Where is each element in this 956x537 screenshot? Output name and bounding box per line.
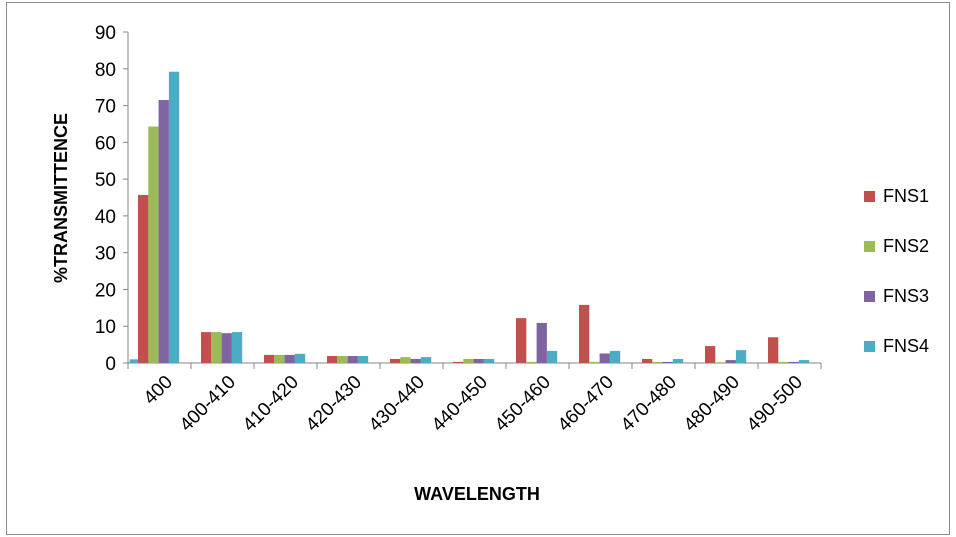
legend-label-fns3: FNS3 <box>883 286 929 306</box>
y-axis-title: %TRANSMITTENCE <box>51 113 71 283</box>
y-tick-label: 80 <box>95 60 116 81</box>
y-tick-label: 60 <box>95 133 116 154</box>
x-tick-label: 490-500 <box>743 372 807 436</box>
bar-fns3-4 <box>410 358 421 363</box>
bar-fns4-3 <box>357 356 369 363</box>
bar-fns2-4 <box>400 357 411 363</box>
bar-fns2-9 <box>715 362 726 363</box>
legend-label-fns4: FNS4 <box>883 336 929 356</box>
bar-fns4-0 <box>168 71 180 363</box>
bar-fns4-10 <box>798 360 810 363</box>
y-tick-label: 50 <box>95 170 116 191</box>
x-tick-label: 410-420 <box>239 372 303 436</box>
x-tick-label: 420-430 <box>302 372 366 436</box>
bar-fns1-3 <box>327 356 338 363</box>
x-tick-label: 400 <box>140 372 177 409</box>
bar-fns3-8 <box>662 361 673 363</box>
x-axis-title: WAVELENGTH <box>414 484 540 504</box>
legend-swatch-fns2 <box>864 241 875 252</box>
bar-extra-0 <box>129 359 139 363</box>
y-tick-label: 30 <box>95 244 116 265</box>
x-tick-label: 430-440 <box>365 372 429 436</box>
bar-fns1-4 <box>390 358 401 363</box>
y-tick-label: 90 <box>95 23 116 44</box>
bar-fns1-2 <box>264 354 275 363</box>
x-tick-label: 470-480 <box>617 372 681 436</box>
bar-fns2-1 <box>211 332 222 363</box>
bar-fns4-9 <box>735 350 747 363</box>
bar-fns1-7 <box>579 304 590 363</box>
y-tick-label: 10 <box>95 317 116 338</box>
bar-fns3-1 <box>221 333 232 363</box>
bar-fns3-5 <box>473 358 484 363</box>
bar-fns4-7 <box>609 350 621 363</box>
bar-fns4-5 <box>483 358 495 363</box>
bar-fns3-10 <box>788 361 799 363</box>
legend-swatch-fns3 <box>864 291 875 302</box>
x-tick-label: 480-490 <box>680 372 744 436</box>
bar-fns2-7 <box>589 361 600 363</box>
y-tick-label: 20 <box>95 280 116 301</box>
y-tick-label: 40 <box>95 207 116 228</box>
bar-fns4-1 <box>231 332 243 363</box>
bar-fns4-6 <box>546 350 558 363</box>
bar-fns1-9 <box>705 346 716 363</box>
bar-fns1-5 <box>453 361 464 363</box>
bar-fns1-6 <box>516 318 527 363</box>
y-tick-label: 0 <box>105 354 116 375</box>
x-tick-label: 450-460 <box>491 372 555 436</box>
bar-fns3-0 <box>158 100 169 364</box>
bar-fns2-8 <box>652 361 663 363</box>
bar-chart: 0 10 20 30 40 50 60 70 80 90 400400-410410-420420-… <box>51 23 929 504</box>
bar-fns1-1 <box>201 332 212 363</box>
bar-fns3-2 <box>284 354 295 363</box>
bar-fns2-5 <box>463 358 474 363</box>
bar-fns4-8 <box>672 358 684 363</box>
x-tick-label: 460-470 <box>554 372 618 436</box>
bar-fns1-8 <box>642 358 653 363</box>
bar-fns4-4 <box>420 357 432 363</box>
bar-fns2-10 <box>778 361 789 363</box>
legend-label-fns2: FNS2 <box>883 236 929 256</box>
bar-fns3-7 <box>599 353 610 363</box>
bar-fns3-3 <box>347 356 358 363</box>
x-tick-label: 440-450 <box>428 372 492 436</box>
bar-fns2-0 <box>148 126 159 363</box>
bar-fns2-6 <box>526 361 537 363</box>
bar-fns2-3 <box>337 356 348 363</box>
bar-fns3-9 <box>725 360 736 363</box>
y-tick-label: 70 <box>95 97 116 118</box>
bar-fns4-2 <box>294 353 306 363</box>
bar-fns2-2 <box>274 354 285 363</box>
bar-fns1-0-main <box>138 194 149 363</box>
bar-fns1-10 <box>768 337 779 363</box>
x-tick-label: 400-410 <box>176 372 240 436</box>
legend-swatch-fns1 <box>864 191 875 202</box>
chart-frame: 0 10 20 30 40 50 60 70 80 90 400 400-410 410-420 420-… <box>6 2 950 535</box>
bar-fns3-6 <box>536 322 547 363</box>
legend-swatch-fns4 <box>864 341 875 352</box>
legend-label-fns1: FNS1 <box>883 186 929 206</box>
